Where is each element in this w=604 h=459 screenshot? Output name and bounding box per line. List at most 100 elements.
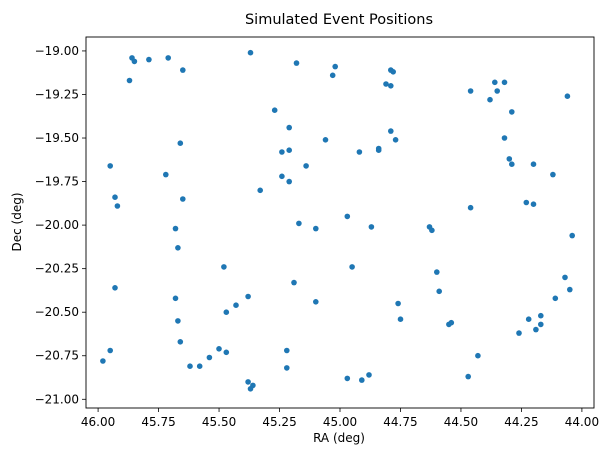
data-point	[552, 295, 559, 302]
x-tick-label: 45.50	[202, 415, 236, 429]
data-point	[332, 63, 339, 70]
data-point	[296, 220, 302, 227]
data-point	[501, 79, 508, 86]
data-point	[271, 107, 278, 113]
y-axis-ticks: −19.00 −19.25 −19.50 −19.75 −20.00 −20.25 −20.…	[35, 44, 86, 406]
data-point	[366, 372, 372, 378]
y-tick-label: −19.50	[35, 131, 79, 145]
data-point	[349, 264, 355, 270]
data-point	[279, 149, 285, 155]
data-point	[165, 55, 171, 61]
data-point	[257, 187, 264, 194]
data-point	[501, 135, 508, 141]
data-point	[494, 88, 501, 94]
data-point	[322, 137, 329, 143]
points-layer	[100, 49, 575, 392]
data-point	[344, 375, 351, 382]
data-point	[564, 93, 571, 99]
data-point	[284, 347, 290, 354]
data-point	[448, 319, 455, 326]
data-point	[465, 373, 472, 380]
y-tick-label: −19.75	[35, 175, 79, 189]
data-point	[388, 128, 394, 134]
y-tick-label: −19.00	[35, 44, 79, 58]
y-tick-label: −21.00	[35, 392, 79, 406]
data-point	[375, 147, 382, 153]
data-point	[509, 161, 515, 167]
x-tick-label: 44.25	[504, 415, 538, 429]
data-point	[533, 326, 539, 333]
data-point	[383, 81, 389, 87]
y-tick-label: −19.25	[35, 87, 79, 101]
x-tick-label: 46.00	[81, 415, 115, 429]
data-point	[538, 312, 544, 319]
data-point	[506, 156, 513, 162]
data-point	[429, 227, 435, 234]
data-point	[180, 67, 186, 73]
data-point	[530, 201, 537, 207]
data-point	[359, 377, 365, 383]
data-point	[475, 352, 481, 359]
x-tick-label: 44.00	[565, 415, 599, 429]
data-point	[390, 69, 397, 75]
data-point	[112, 194, 118, 200]
data-point	[196, 363, 203, 370]
data-point	[569, 232, 575, 239]
data-point	[247, 49, 254, 56]
data-point	[516, 330, 522, 336]
data-point	[279, 173, 285, 180]
data-point	[175, 318, 181, 324]
data-point	[344, 213, 351, 220]
data-point	[293, 60, 300, 66]
data-point	[126, 77, 133, 84]
data-point	[114, 203, 121, 209]
data-point	[395, 300, 401, 307]
data-point	[284, 365, 290, 371]
data-point	[223, 349, 230, 356]
data-point	[172, 225, 179, 232]
data-point	[245, 379, 251, 385]
data-point	[223, 309, 230, 316]
x-axis-label: RA (deg)	[313, 431, 365, 445]
x-tick-label: 44.50	[444, 415, 478, 429]
data-point	[206, 354, 213, 361]
data-point	[509, 109, 515, 115]
data-point	[530, 161, 537, 167]
data-point	[286, 178, 293, 185]
data-point	[567, 286, 573, 293]
data-point	[233, 302, 239, 309]
y-tick-label: −20.75	[35, 349, 79, 363]
data-point	[313, 225, 319, 232]
data-point	[131, 58, 138, 65]
x-tick-label: 45.00	[323, 415, 357, 429]
data-point	[107, 163, 113, 169]
data-point	[525, 316, 532, 323]
data-point	[187, 363, 193, 370]
x-tick-label: 45.75	[141, 415, 175, 429]
data-point	[492, 79, 498, 86]
data-point	[368, 224, 375, 230]
data-point	[286, 147, 293, 153]
data-point	[538, 321, 544, 328]
data-point	[303, 163, 309, 169]
data-point	[467, 204, 474, 211]
data-point	[146, 56, 152, 63]
data-point	[172, 295, 179, 302]
x-axis-ticks: 46.00 45.75 45.50 45.25 45.00 44.75 44.50 44.25…	[81, 408, 599, 429]
data-point	[180, 196, 186, 202]
data-point	[397, 316, 404, 323]
data-point	[313, 299, 319, 305]
data-point	[550, 171, 556, 178]
data-point	[356, 149, 363, 155]
data-point	[175, 245, 181, 251]
chart-title: Simulated Event Positions	[245, 12, 433, 28]
data-point	[177, 140, 184, 146]
data-point	[329, 72, 336, 79]
data-point	[163, 171, 169, 178]
y-tick-label: −20.00	[35, 218, 79, 232]
data-point	[436, 288, 443, 295]
data-point	[434, 269, 440, 275]
data-point	[487, 96, 493, 103]
